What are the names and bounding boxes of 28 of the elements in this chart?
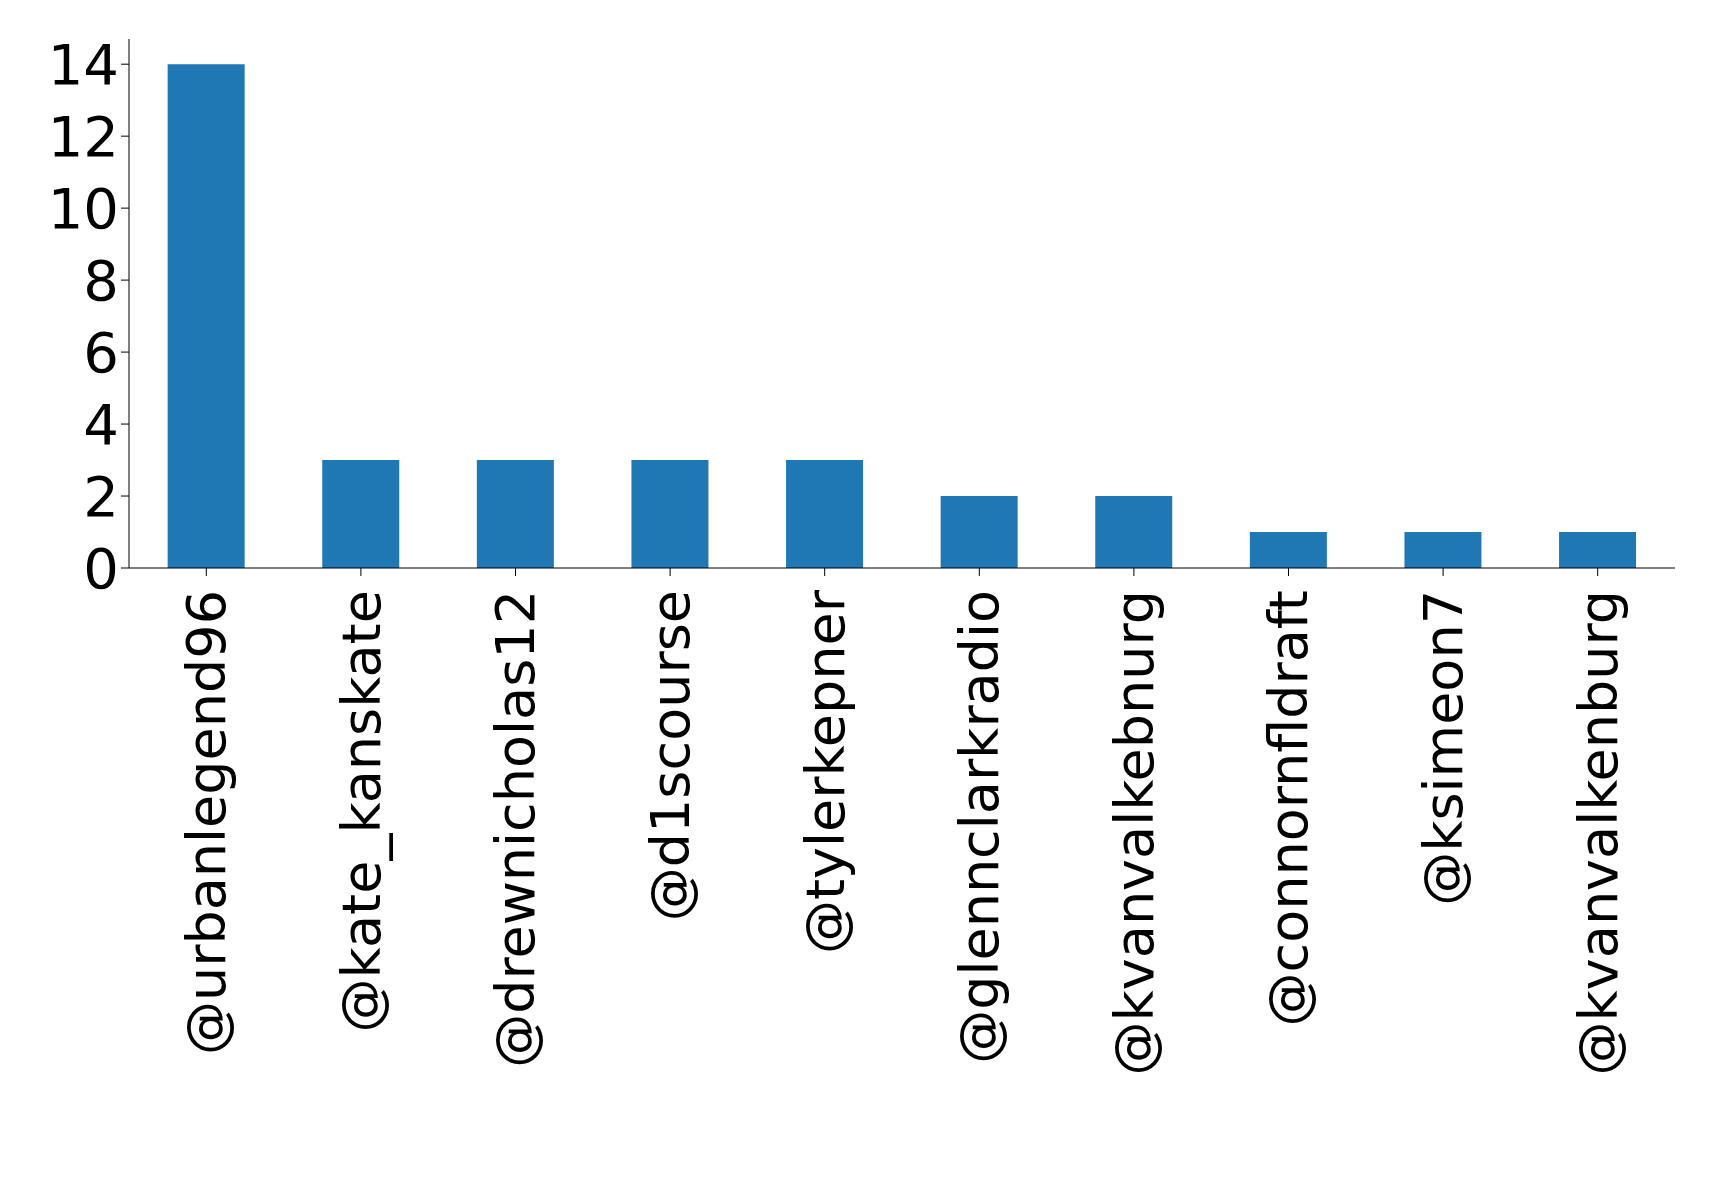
x-tick-label: @drewnicholas12 [484, 590, 548, 1068]
y-tick-label: 6 [83, 319, 119, 385]
x-tick-label: @kate_kanskate [329, 590, 393, 1033]
x-tick-label: @glennclarkradio [948, 590, 1012, 1064]
bar [940, 496, 1018, 568]
x-tick-label: @kvanvalkenburg [1566, 590, 1630, 1076]
x-tick-label: @connornfldraft [1257, 590, 1321, 1027]
bar [167, 64, 245, 568]
x-tick-label: @tylerkepner [793, 589, 857, 955]
y-tick-label: 4 [83, 391, 119, 457]
x-tick-label: @ksimeon7 [1412, 590, 1475, 906]
bar [631, 460, 709, 568]
y-tick-label: 10 [47, 176, 119, 242]
bar [786, 460, 864, 568]
y-tick-label: 12 [47, 104, 119, 170]
y-tick-label: 8 [83, 247, 119, 313]
bar [1559, 532, 1637, 568]
bar [476, 460, 554, 568]
bar [1249, 532, 1327, 568]
y-tick-label: 0 [83, 535, 119, 601]
x-tick-label: @urbanlegend96 [175, 590, 239, 1055]
x-tick-label: @kvanvalkebnurg [1102, 590, 1166, 1076]
y-tick-label: 2 [83, 463, 119, 529]
y-tick-label: 14 [47, 32, 119, 98]
bar [1404, 532, 1482, 568]
bar [322, 460, 400, 568]
bar [1095, 496, 1173, 568]
x-tick-label: @d1scourse [639, 590, 702, 922]
